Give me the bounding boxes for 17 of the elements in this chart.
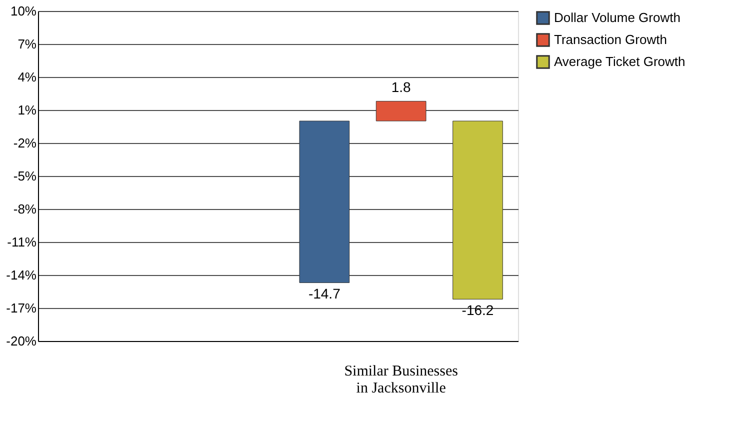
legend-label: Dollar Volume Growth bbox=[554, 10, 680, 25]
y-tick-label: -5% bbox=[13, 168, 37, 184]
y-tick-label: 7% bbox=[18, 36, 37, 52]
y-tick-label: 4% bbox=[18, 70, 37, 84]
x-tick-label: Similar Businesses in Jacksonville bbox=[344, 364, 458, 396]
y-tick-label: -2% bbox=[13, 136, 37, 150]
legend-label: Transaction Growth bbox=[554, 32, 667, 47]
y-tick-label: -14% bbox=[6, 268, 37, 282]
y-tick-label: -17% bbox=[6, 300, 37, 316]
y-tick-label: -11% bbox=[7, 234, 37, 250]
y-tick-label: 10% bbox=[10, 4, 37, 18]
data-label: -14.7 bbox=[308, 286, 341, 302]
legend-label: Average Ticket Growth bbox=[554, 54, 686, 69]
y-tick-label: 1% bbox=[18, 102, 37, 118]
y-tick-label: -20% bbox=[6, 334, 37, 348]
y-tick-label: -8% bbox=[13, 202, 37, 216]
data-label: 1.8 bbox=[391, 79, 412, 96]
